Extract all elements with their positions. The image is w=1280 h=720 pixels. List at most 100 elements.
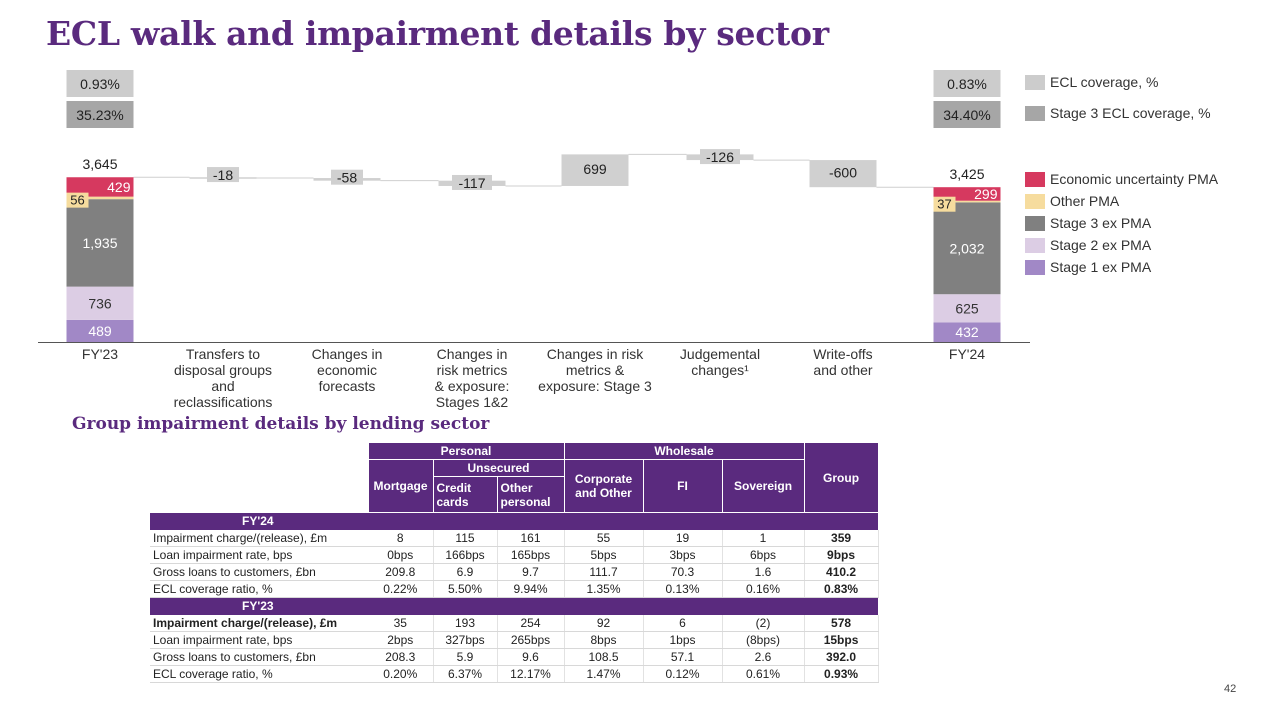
header-personal: Personal — [367, 442, 565, 460]
legend-label: Stage 2 ex PMA — [1050, 237, 1152, 253]
fy24-bar-stage3 — [933, 202, 1001, 295]
category-label: exposure: Stage 3 — [538, 378, 652, 394]
table-cell: 1.47% — [564, 665, 644, 683]
table-cell: 111.7 — [564, 563, 644, 581]
category-label: Stages 1&2 — [436, 394, 509, 410]
table-row: Impairment charge/(release), £m 8 115 161 55… — [150, 530, 879, 547]
fy24-bar-stage2 — [933, 294, 1001, 323]
legend-item: Stage 1 ex PMA — [1025, 259, 1151, 275]
row-label: Impairment charge/(release), £m — [150, 615, 368, 632]
table-row: ECL coverage ratio, % 0.20% 6.37% 12.17% 1.4… — [150, 665, 879, 683]
row-label: Loan impairment rate, bps — [150, 631, 368, 649]
table-corner-2 — [150, 459, 368, 477]
category-label: and other — [813, 362, 872, 378]
category-label: risk metrics — [437, 362, 508, 378]
legend-label: Other PMA — [1050, 193, 1120, 209]
table-cell: 578 — [804, 615, 879, 632]
legend-swatch — [1025, 193, 1045, 209]
table-cell: 166bps — [433, 546, 498, 564]
table-corner — [150, 442, 368, 460]
table-cell: 92 — [564, 615, 644, 632]
legend-item: Stage 2 ex PMA — [1025, 237, 1151, 253]
category-label: disposal groups — [174, 362, 272, 378]
walk-label-box — [331, 169, 363, 185]
header-other-personal: Other personal — [496, 476, 565, 513]
fy23-stage3-coverage-box — [66, 101, 134, 128]
section-label: FY'23 — [150, 597, 879, 615]
ecl-waterfall-chart: 489 736 1,935 56 429 3,645 0.93% 35.23% -18 -58 -1… — [38, 70, 1030, 410]
legend-label: Economic uncertainty PMA — [1050, 171, 1219, 187]
table-row: Loan impairment rate, bps 2bps 327bps 265bp… — [150, 631, 879, 649]
table-cell: 0.83% — [804, 580, 879, 598]
row-label: Loan impairment rate, bps — [150, 546, 368, 564]
table-cell: 8 — [368, 530, 434, 547]
table-cell: 209.8 — [368, 563, 434, 581]
fy24-label-stage2: 625 — [955, 300, 979, 316]
walk-bar — [561, 154, 629, 186]
table-section-header: FY'24 — [150, 512, 879, 530]
table-cell: 392.0 — [804, 648, 879, 666]
fy24-label-other-pma: 37 — [937, 197, 951, 212]
walk-label-box — [700, 149, 740, 165]
table-cell: 2.6 — [722, 648, 805, 666]
fy24-other-pma-box — [933, 196, 956, 212]
table-cell: 6.9 — [433, 563, 498, 581]
table-cell: 1 — [722, 530, 805, 547]
fy23-other-pma-box — [66, 192, 89, 208]
category-label: and — [211, 378, 234, 394]
fy24-total-label: 3,425 — [949, 166, 984, 182]
legend-swatch — [1025, 105, 1045, 121]
table-row: Gross loans to customers, £bn 209.8 6.9 9.7… — [150, 563, 879, 581]
category-label: changes¹ — [691, 362, 749, 378]
table-cell: 359 — [804, 530, 879, 547]
legend-item: Stage 3 ECL coverage, % — [1025, 105, 1211, 121]
header-wholesale: Wholesale — [563, 442, 805, 460]
category-label: forecasts — [319, 378, 376, 394]
table-cell: 5bps — [564, 546, 644, 564]
table-cell: 6.37% — [433, 665, 498, 683]
table-cell: 327bps — [433, 631, 498, 649]
legend-label: ECL coverage, % — [1050, 74, 1159, 90]
fy23-stage3-coverage: 35.23% — [76, 107, 123, 123]
table-cell: 165bps — [497, 546, 565, 564]
category-label: FY'23 — [82, 346, 118, 362]
category-label: Write-offs — [813, 346, 872, 362]
row-label: Gross loans to customers, £bn — [150, 648, 368, 666]
fy23-bar-economic-pma — [66, 177, 134, 197]
table-cell: 55 — [564, 530, 644, 547]
header-corporate: Corporate and Other — [563, 459, 644, 513]
header-fi: FI — [642, 459, 723, 513]
table-row: Gross loans to customers, £bn 208.3 5.9 9.6… — [150, 648, 879, 666]
legend-swatch — [1025, 74, 1045, 90]
fy23-label-stage1: 489 — [88, 323, 112, 339]
legend-swatch — [1025, 259, 1045, 275]
table-cell: (8bps) — [722, 631, 805, 649]
fy24-ecl-coverage-box — [933, 70, 1001, 97]
table-cell: 0.20% — [368, 665, 434, 683]
legend-swatch — [1025, 237, 1045, 253]
table-cell: 19 — [643, 530, 723, 547]
legend-item: ECL coverage, % — [1025, 74, 1158, 90]
table-row: Impairment charge/(release), £m 35 193 254 9… — [150, 615, 879, 632]
page-title: ECL walk and impairment details by secto… — [46, 14, 829, 53]
table-cell: 193 — [433, 615, 498, 632]
legend-label: Stage 3 ex PMA — [1050, 215, 1152, 231]
header-credit-cards: Credit cards — [432, 476, 498, 513]
fy23-label-other-pma: 56 — [70, 193, 84, 208]
header-group: Group — [803, 442, 879, 513]
table-cell: 3bps — [643, 546, 723, 564]
walk-bar — [809, 160, 877, 188]
category-label: Transfers to — [186, 346, 260, 362]
fy23-total-label: 3,645 — [82, 156, 117, 172]
table-cell: 9.7 — [497, 563, 565, 581]
category-label: FY'24 — [949, 346, 985, 362]
fy24-stage3-coverage: 34.40% — [943, 107, 990, 123]
category-label: metrics & — [566, 362, 625, 378]
fy24-label-stage1: 432 — [955, 324, 979, 340]
table-cell: 6 — [643, 615, 723, 632]
category-label: & exposure: — [435, 378, 510, 394]
fy24-bar-stage1 — [933, 322, 1001, 342]
table-cell: 0bps — [368, 546, 434, 564]
table-cell: 5.9 — [433, 648, 498, 666]
row-label: ECL coverage ratio, % — [150, 580, 368, 598]
